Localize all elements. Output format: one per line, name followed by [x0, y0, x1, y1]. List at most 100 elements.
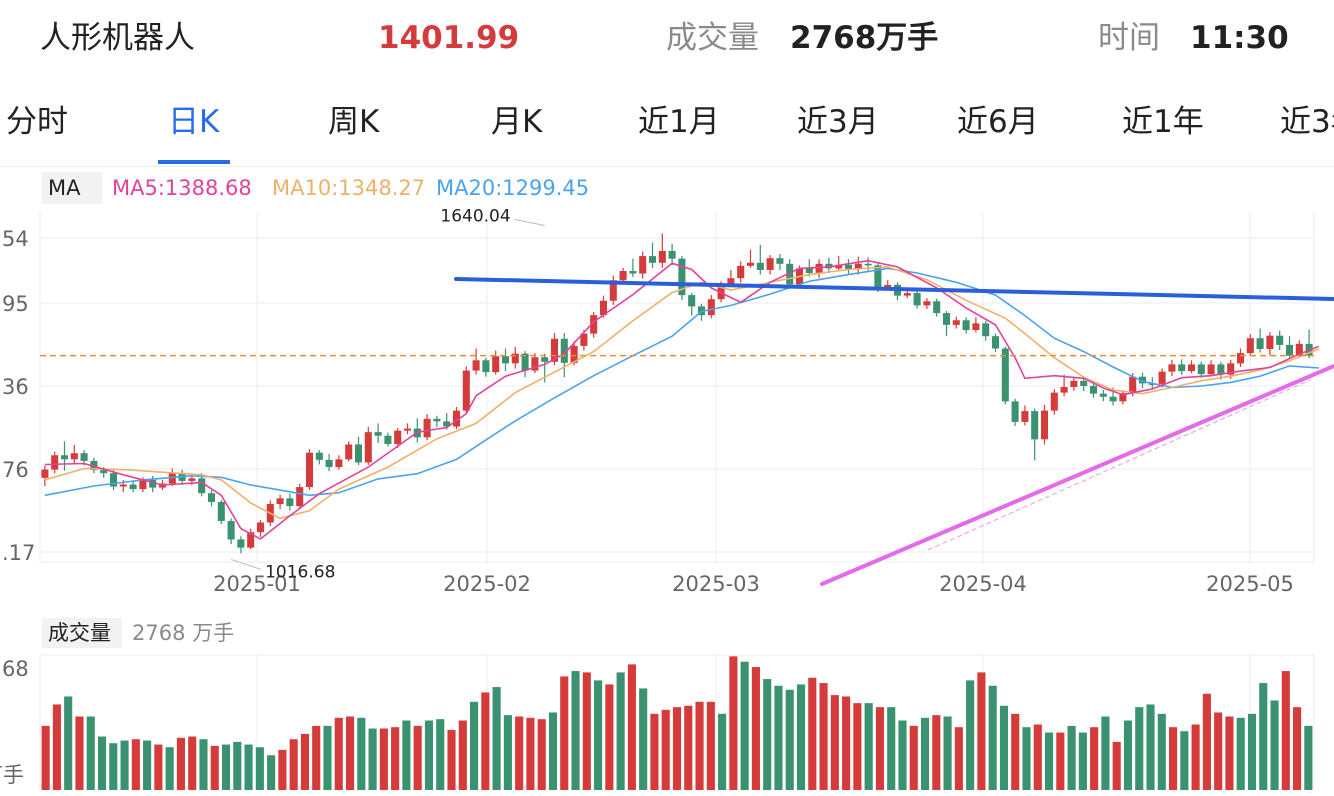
volume-bar [64, 696, 73, 790]
volume-bar [75, 716, 84, 790]
volume-bar [1022, 727, 1031, 790]
volume-bar [706, 701, 715, 790]
volume-bar [1056, 732, 1065, 790]
candle [550, 338, 559, 362]
volume-bar [424, 720, 434, 790]
ma-toggle[interactable] [42, 172, 102, 204]
candle [1031, 411, 1039, 440]
tab-1-month[interactable]: 近1月 [638, 104, 720, 140]
volume-bar [97, 736, 107, 790]
candle [1040, 410, 1049, 440]
tab-3-years[interactable]: 近3年 [1280, 104, 1334, 140]
volume-bar [954, 727, 963, 790]
volume-bar [1078, 732, 1087, 790]
candle [1168, 364, 1176, 372]
ma20-line [44, 267, 1319, 497]
volume-bar [616, 672, 625, 790]
candle [776, 258, 784, 264]
x-tick-label: 2025-04 [939, 572, 1027, 596]
volume-bar [650, 713, 659, 790]
candle [942, 313, 951, 325]
tab-3-months[interactable]: 近3月 [797, 104, 879, 140]
volume-bar [323, 725, 332, 790]
tab-intraday[interactable]: 分时 [6, 104, 68, 140]
annotation-leader [230, 558, 262, 570]
candle [139, 479, 147, 490]
volume-bar [582, 672, 591, 790]
candle [913, 293, 921, 306]
volume-bar [165, 747, 174, 790]
ma5-value: MA5:1388.68 [112, 176, 252, 200]
last-price: 1401.99 [378, 20, 520, 56]
y-tick-label: 36 [2, 375, 29, 399]
volume-indicator-label: 成交量 [48, 621, 111, 645]
candle [374, 432, 382, 436]
volume-toggle[interactable] [42, 618, 122, 648]
volume-bar [1033, 724, 1042, 790]
volume-bar [447, 729, 456, 790]
candle [345, 444, 353, 460]
tab-monthly-k[interactable]: 月K [491, 104, 543, 140]
candle [207, 493, 216, 502]
candle [227, 520, 235, 540]
volume-bar [188, 736, 197, 790]
candle [472, 360, 480, 371]
volume-bar [1067, 725, 1076, 790]
volume-bar [627, 664, 636, 790]
volume-bar [1214, 712, 1223, 790]
volume-bar [1180, 731, 1189, 790]
candle [531, 357, 539, 371]
candle [1021, 411, 1029, 422]
period-tabs: 分时 日K 周K 月K 近1月 近3月 近6月 近1年 近3年 [0, 80, 1334, 167]
time-label: 时间 [1098, 20, 1160, 56]
high-price-annotation: 1640.04 [440, 207, 510, 227]
candle [1138, 376, 1147, 384]
ma5-line [44, 259, 1320, 540]
candle [560, 338, 568, 363]
candle [335, 459, 343, 468]
volume-y-tick-label: 68 [2, 657, 29, 681]
volume-bar [312, 725, 321, 790]
volume-bar [1202, 693, 1211, 790]
candle [109, 473, 118, 487]
tab-6-months[interactable]: 近6月 [957, 104, 1039, 140]
candle [286, 498, 294, 507]
candle [70, 453, 78, 460]
candle [541, 357, 549, 362]
candle [756, 262, 764, 270]
volume-bar [233, 741, 242, 790]
annotation-leader [514, 219, 545, 226]
candle [805, 268, 813, 274]
tab-daily-k[interactable]: 日K [168, 104, 220, 140]
volume-bar [605, 684, 614, 790]
volume-bar [571, 671, 580, 790]
candle [423, 418, 431, 438]
candle [149, 479, 157, 488]
volume-bar [1225, 716, 1234, 790]
candle [1060, 386, 1068, 393]
volume-bar [470, 701, 479, 790]
candle [100, 470, 108, 474]
candle [1276, 335, 1284, 345]
candle [727, 278, 735, 285]
volume-bar [875, 707, 884, 790]
volume-bar [1123, 720, 1133, 790]
candle [688, 295, 696, 307]
candle [1178, 364, 1186, 372]
volume-bar [548, 712, 558, 790]
candle [864, 263, 872, 266]
candle [717, 284, 725, 300]
volume-bar [436, 719, 445, 790]
volume-bar [763, 679, 772, 790]
candle [119, 484, 127, 487]
candle [707, 299, 715, 316]
active-tab-indicator [158, 160, 230, 164]
candle [962, 320, 970, 331]
tab-weekly-k[interactable]: 周K [328, 104, 380, 140]
volume-bar [300, 733, 310, 790]
volume-bar [120, 740, 129, 790]
volume-bar [1169, 727, 1178, 790]
candle [668, 250, 676, 259]
tab-1-year[interactable]: 近1年 [1122, 104, 1204, 140]
